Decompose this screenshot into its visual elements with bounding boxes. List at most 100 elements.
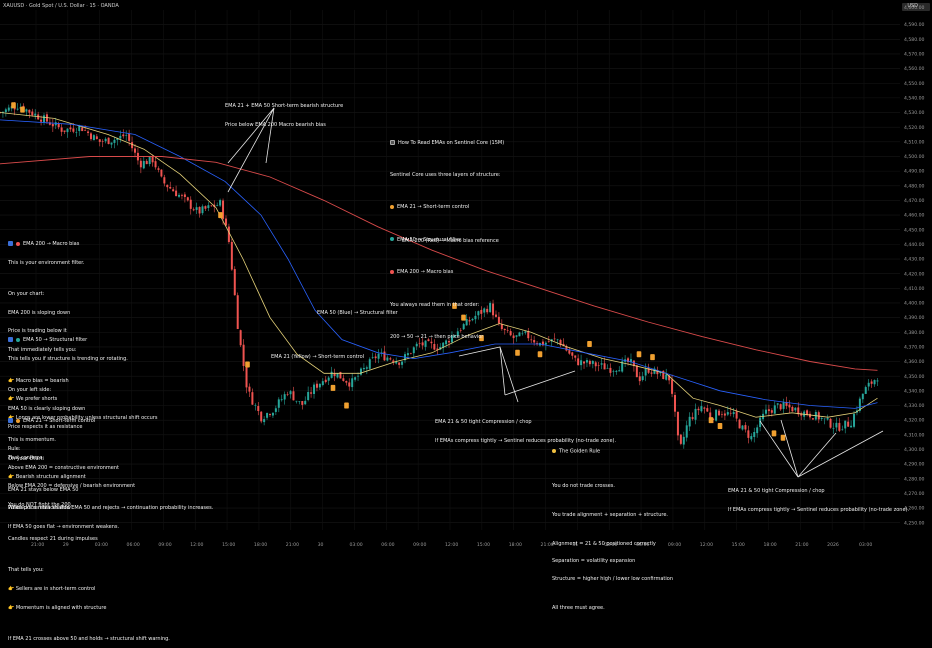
candle-body (629, 359, 632, 363)
candle-body (430, 341, 433, 344)
candle-body (556, 339, 559, 341)
time-tick-label: 29 (63, 542, 69, 548)
candle-body (577, 358, 580, 366)
time-tick-label: 03:00 (349, 542, 362, 548)
candle-body (116, 138, 119, 141)
candle-body (178, 194, 181, 197)
candle-body (779, 404, 782, 410)
candle-body (283, 394, 286, 400)
orange-dot-icon (390, 204, 394, 209)
candle-body (811, 418, 814, 420)
candle-body (503, 328, 506, 331)
candle-body (729, 412, 732, 414)
candle-body (28, 109, 31, 113)
candle-body (462, 324, 465, 330)
price-tick-label: 4,370.00 (904, 345, 925, 351)
candle-body (148, 156, 151, 165)
candle-body (442, 342, 445, 349)
candle-body (861, 393, 864, 400)
time-tick-label: 12:00 (700, 542, 713, 548)
price-tick-label: 4,520.00 (904, 125, 925, 131)
candle-body (280, 399, 283, 401)
candle-body (16, 108, 19, 110)
candle-body (401, 361, 404, 365)
green-dot-icon (390, 237, 394, 242)
candle-body (25, 109, 28, 112)
compression-note: EMA 21 & 50 tight Compression / chop If … (435, 419, 617, 445)
price-tick-label: 4,260.00 (904, 506, 925, 512)
candle-body (216, 205, 219, 206)
candle-body (574, 355, 577, 358)
price-tick-label: 4,300.00 (904, 447, 925, 453)
candle-body (87, 131, 90, 133)
candle-body (183, 194, 186, 198)
candle-body (230, 241, 233, 270)
candle-body (867, 382, 870, 387)
candle-body (383, 351, 386, 361)
signal-marker (218, 212, 223, 219)
time-tick-label: 06:00 (127, 542, 140, 548)
signal-marker (708, 417, 714, 424)
candle-body (597, 365, 600, 366)
candle-body (392, 360, 395, 363)
candle-body (113, 139, 116, 143)
time-tick-label: 06:00 (381, 542, 394, 548)
candle-body (318, 383, 321, 388)
time-tick-label: 06:00 (636, 542, 649, 548)
candle-body (189, 199, 192, 209)
candle-body (864, 387, 867, 394)
time-tick-label: 31 (572, 542, 578, 548)
candle-body (753, 431, 756, 437)
candle-body (274, 408, 277, 412)
candle-body (313, 384, 316, 394)
price-tick-label: 4,340.00 (904, 388, 925, 394)
candle-body (468, 320, 471, 322)
candle-body (1, 111, 4, 113)
candle-body (128, 133, 131, 141)
candle-body (703, 407, 706, 409)
candle-body (163, 177, 166, 184)
time-tick-label: 03:00 (604, 542, 617, 548)
candle-body (51, 123, 54, 127)
candlestick-chart[interactable]: 4,250.00 4,260.00 4,270.00 4,280.00 4,290.00… (0, 0, 932, 550)
time-tick-label: 12:00 (190, 542, 203, 548)
candle-body (450, 335, 453, 343)
candle-body (547, 341, 550, 343)
candle-body (726, 412, 729, 415)
candle-body (858, 398, 861, 411)
candle-body (459, 330, 462, 331)
candle-body (81, 127, 84, 132)
candle-body (254, 404, 257, 406)
price-tick-label: 4,390.00 (904, 315, 925, 321)
signal-marker (344, 402, 349, 409)
candle-body (175, 190, 178, 197)
signal-marker (780, 434, 786, 441)
candle-body (101, 141, 104, 142)
candle-body (826, 417, 829, 420)
candle-body (676, 411, 679, 436)
candle-body (75, 132, 78, 133)
candle-body (260, 411, 263, 422)
candle-body (354, 377, 357, 380)
candle-body (139, 160, 142, 168)
candle-body (89, 133, 92, 140)
price-tick-label: 4,580.00 (904, 37, 925, 43)
candle-body (69, 127, 72, 130)
candle-body (201, 206, 204, 214)
candle-body (544, 342, 547, 345)
ema50-line (0, 119, 878, 409)
candle-body (374, 356, 377, 359)
bulb-icon (552, 448, 556, 453)
candle-body (788, 404, 791, 408)
candle-body (145, 160, 148, 165)
candle-body (154, 161, 157, 168)
candle-body (671, 379, 674, 394)
candle-body (850, 425, 853, 428)
candle-body (647, 368, 650, 373)
price-tick-label: 4,400.00 (904, 301, 925, 307)
price-tick-label: 4,460.00 (904, 213, 925, 219)
candle-body (588, 360, 591, 365)
candle-body (95, 136, 98, 139)
candle-body (770, 410, 773, 413)
candle-body (606, 368, 609, 369)
